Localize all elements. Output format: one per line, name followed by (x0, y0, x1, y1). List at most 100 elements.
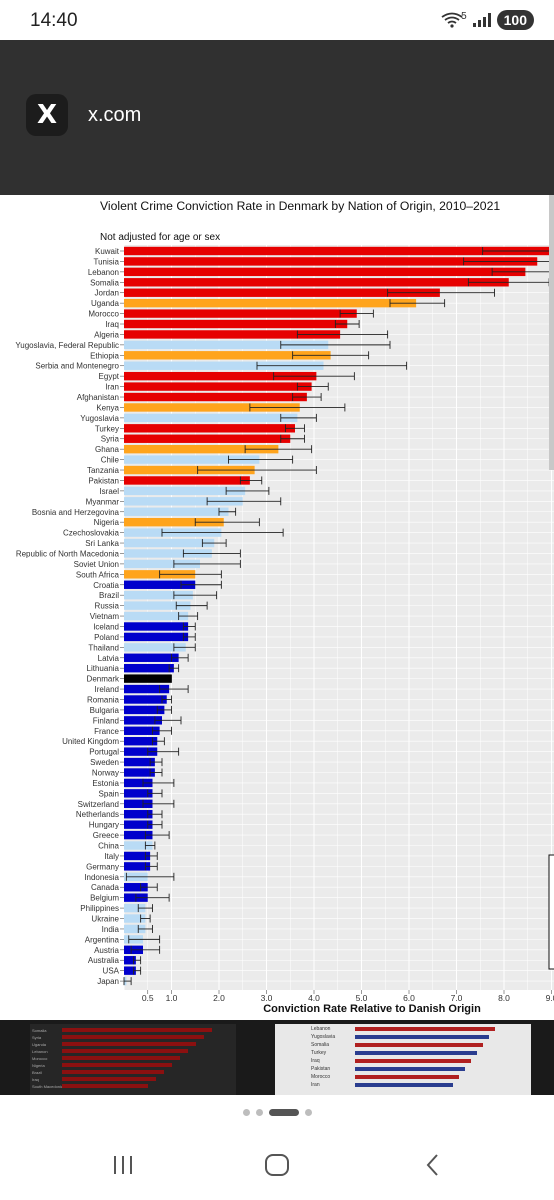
bar-netherlands (124, 810, 153, 819)
status-time: 14:40 (30, 10, 78, 31)
x-tick-label: 1.0 (166, 993, 178, 1003)
bar-morocco (124, 309, 357, 318)
category-label: Sri Lanka (85, 539, 119, 548)
bar-vietnam (124, 611, 189, 621)
category-label: Yugoslavia (80, 414, 119, 423)
x-tick-label: 2.0 (213, 993, 225, 1003)
home-button[interactable] (257, 1150, 297, 1180)
category-label: United Kingdom (62, 737, 119, 746)
category-label: Russia (95, 602, 120, 611)
bar-usa (124, 966, 136, 975)
chart-image[interactable]: Violent Crime Conviction Rate in Denmark… (0, 195, 554, 1020)
category-label: Thailand (88, 643, 119, 652)
chart-svg: Violent Crime Conviction Rate in Denmark… (15, 199, 554, 1015)
preview-label: Pakistan (311, 1066, 331, 1072)
preview-bar (62, 1056, 180, 1060)
scrollbar-thumb[interactable] (549, 195, 554, 470)
preview-bar (355, 1043, 483, 1047)
category-label: Canada (91, 883, 120, 892)
category-label: Belgium (90, 894, 119, 903)
bar-spain (124, 789, 153, 798)
bar-lithuania (124, 664, 174, 673)
bar-portugal (124, 747, 158, 756)
home-icon (265, 1154, 289, 1176)
category-label: Latvia (98, 654, 120, 663)
bar-russia (124, 601, 191, 610)
bar-philippines (124, 903, 146, 913)
bar-iran (124, 382, 312, 391)
x-logo-letter: X (36, 100, 58, 130)
preview-bar (355, 1083, 453, 1087)
bar-myanmar (124, 497, 243, 506)
pager-dot[interactable] (242, 1109, 250, 1116)
category-label: Estonia (92, 779, 119, 788)
bar-israel (124, 486, 246, 496)
bar-kenya (124, 403, 300, 412)
category-label: Ghana (95, 445, 120, 454)
bar-turkey (124, 424, 295, 433)
preview-bar (62, 1077, 156, 1081)
bar-australia (124, 956, 136, 965)
pager-dot[interactable] (255, 1109, 263, 1116)
bar-estonia (124, 778, 153, 788)
category-label: Vietnam (90, 612, 120, 621)
preview-bar (62, 1084, 148, 1088)
carousel-preview-strip[interactable]: Somalia Syria Uganda Lebanon Morocco Nigeria B… (0, 1020, 554, 1095)
category-label: Myanmar (86, 497, 120, 506)
bar-canada (124, 883, 148, 892)
preview-bar (355, 1027, 495, 1031)
bar-iceland (124, 622, 189, 631)
x-tick-label: 6.0 (403, 993, 415, 1003)
bar-latvia (124, 653, 179, 662)
x-tick-label: 4.0 (308, 993, 320, 1003)
pager-dot[interactable] (304, 1109, 312, 1116)
bar-italy (124, 851, 151, 861)
category-label: Israel (99, 487, 119, 496)
bar-norway (124, 768, 155, 777)
preview-label: Somalia (32, 1028, 47, 1033)
pager-dot-active[interactable] (268, 1109, 299, 1116)
bar-poland (124, 632, 189, 642)
category-label: France (94, 727, 119, 736)
bar-switzerland (124, 799, 153, 808)
bar-yugoslavia-federal-republic (124, 340, 329, 350)
bar-chile (124, 455, 260, 464)
category-label: Ireland (95, 685, 119, 694)
bar-nigeria (124, 517, 224, 527)
category-label: Japan (97, 977, 119, 986)
category-label: Germany (86, 862, 119, 871)
bar-uganda (124, 298, 417, 308)
preview-label: Yugoslavia (311, 1034, 336, 1040)
recents-icon (114, 1156, 132, 1174)
x-tick-label: 9.0 (546, 993, 554, 1003)
category-label: Bulgaria (90, 706, 120, 715)
preview-label: Nigeria (32, 1063, 45, 1068)
bar-romania (124, 695, 167, 704)
bar-sri-lanka (124, 538, 215, 548)
preview-bar (355, 1059, 471, 1063)
bar-croatia (124, 580, 196, 589)
bar-thailand (124, 643, 186, 652)
x-tick-labels: 0.5 1.0 2.0 3.0 4.0 5.0 6.0 7.0 8.0 9.0 (142, 990, 554, 1003)
preview-chart-right[interactable]: Lebanon Yugoslavia Somalia Turkey Iraq Pakist… (275, 1024, 531, 1095)
bar-tunisia (124, 257, 538, 266)
category-label: Kenya (96, 403, 119, 412)
category-label: Australia (88, 956, 120, 965)
preview-label: Lebanon (311, 1026, 331, 1032)
signal-icon (472, 13, 491, 27)
back-button[interactable] (413, 1150, 453, 1180)
preview-label: Brazil (32, 1070, 43, 1075)
category-label: South Africa (76, 570, 120, 579)
preview-chart-left[interactable]: Somalia Syria Uganda Lebanon Morocco Nigeria B… (30, 1024, 236, 1095)
wifi-badge: 5 (461, 10, 467, 22)
category-label: Philippines (80, 904, 119, 913)
bar-india (124, 924, 146, 934)
category-label: Syria (101, 435, 120, 444)
battery-icon: 100 (496, 10, 534, 30)
bar-france (124, 726, 160, 735)
preview-label: Morocco (311, 1074, 331, 1080)
category-label: Argentina (85, 935, 120, 944)
recents-button[interactable] (103, 1150, 143, 1180)
